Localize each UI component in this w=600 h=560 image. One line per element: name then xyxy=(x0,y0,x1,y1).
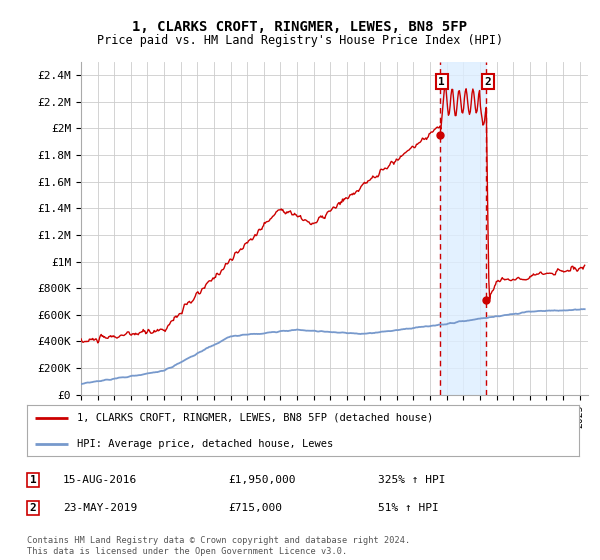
Text: 1: 1 xyxy=(29,475,37,485)
Text: £1,950,000: £1,950,000 xyxy=(228,475,296,485)
Text: Contains HM Land Registry data © Crown copyright and database right 2024.
This d: Contains HM Land Registry data © Crown c… xyxy=(27,536,410,556)
Text: 2: 2 xyxy=(29,503,37,513)
Text: 1, CLARKS CROFT, RINGMER, LEWES, BN8 5FP: 1, CLARKS CROFT, RINGMER, LEWES, BN8 5FP xyxy=(133,20,467,34)
Text: 51% ↑ HPI: 51% ↑ HPI xyxy=(378,503,439,513)
Text: £715,000: £715,000 xyxy=(228,503,282,513)
Text: 325% ↑ HPI: 325% ↑ HPI xyxy=(378,475,445,485)
Text: 1: 1 xyxy=(439,77,445,87)
Bar xyxy=(440,62,487,395)
Text: 15-AUG-2016: 15-AUG-2016 xyxy=(63,475,137,485)
Text: 2: 2 xyxy=(484,77,491,87)
Text: Price paid vs. HM Land Registry's House Price Index (HPI): Price paid vs. HM Land Registry's House … xyxy=(97,34,503,46)
Text: HPI: Average price, detached house, Lewes: HPI: Average price, detached house, Lewe… xyxy=(77,438,333,449)
Text: 1, CLARKS CROFT, RINGMER, LEWES, BN8 5FP (detached house): 1, CLARKS CROFT, RINGMER, LEWES, BN8 5FP… xyxy=(77,413,433,423)
Text: 23-MAY-2019: 23-MAY-2019 xyxy=(63,503,137,513)
